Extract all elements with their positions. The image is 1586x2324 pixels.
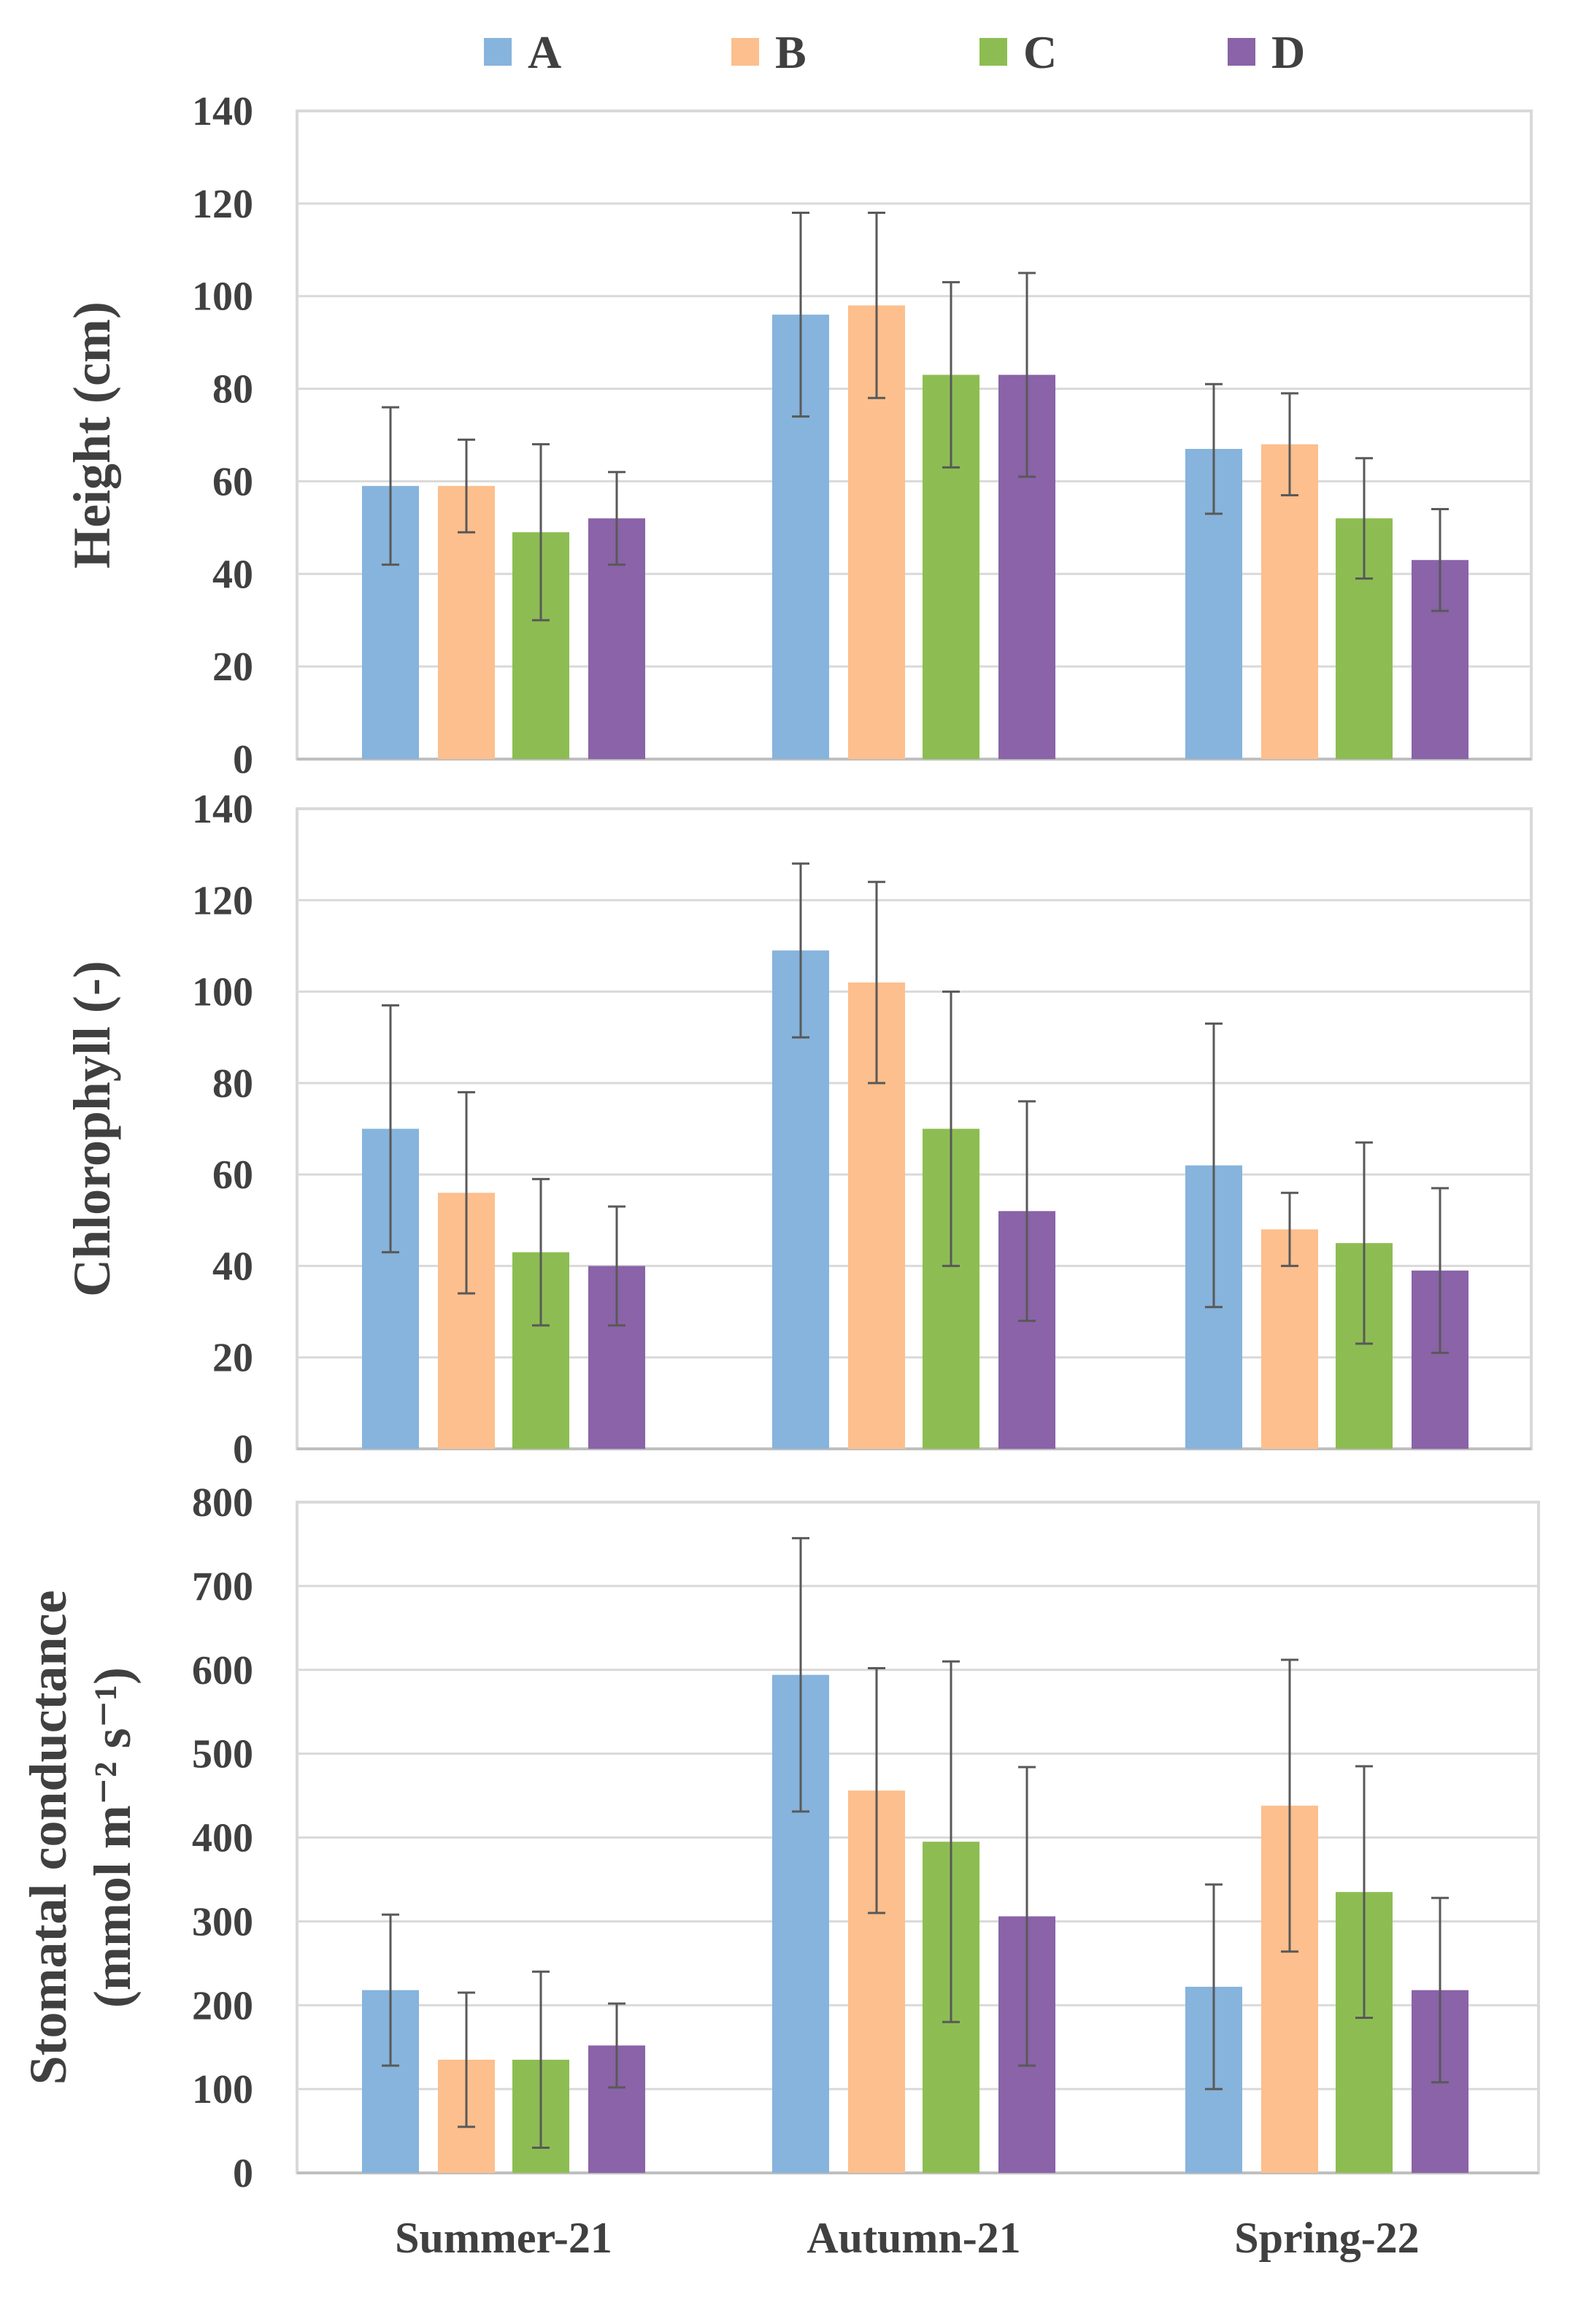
y-axis-label: Stomatal conductance	[19, 1590, 77, 2085]
y-tick-label: 40	[212, 1244, 253, 1289]
y-tick-label: 60	[212, 1153, 253, 1198]
y-tick-label: 700	[192, 1564, 253, 1609]
y-tick-label: 100	[192, 274, 253, 320]
x-tick-label-spring-22: Spring-22	[1234, 2214, 1419, 2262]
legend-label-b: B	[775, 26, 807, 78]
plot-area	[296, 807, 1533, 1450]
legend-label-c: C	[1023, 26, 1057, 78]
y-tick-label: 140	[192, 89, 253, 134]
x-tick-label-summer-21: Summer-21	[395, 2214, 612, 2262]
y-tick-label: 400	[192, 1816, 253, 1861]
y-tick-label: 300	[192, 1899, 253, 1944]
y-tick-label: 80	[212, 367, 253, 412]
y-tick-label: 0	[233, 1427, 253, 1472]
legend-swatch-a	[484, 38, 512, 66]
x-tick-label-autumn-21: Autumn-21	[807, 2214, 1020, 2262]
y-tick-label: 200	[192, 1983, 253, 2028]
y-tick-label: 100	[192, 970, 253, 1015]
y-tick-label: 120	[192, 182, 253, 227]
bar-b-spring-22	[1261, 444, 1318, 759]
y-tick-label: 100	[192, 2067, 253, 2112]
chlorophyll-panel: 0 20 40 60 80 100 120 140 Chlorophyll (-)	[63, 787, 1533, 1472]
y-axis-label: Chlorophyll (-)	[63, 961, 121, 1297]
legend-swatch-b	[731, 38, 759, 66]
plot-area	[296, 109, 1533, 761]
legend: A B C D	[484, 26, 1305, 78]
y-tick-label: 20	[212, 1336, 253, 1381]
legend-swatch-d	[1228, 38, 1255, 66]
y-tick-label: 500	[192, 1732, 253, 1777]
y-axis-label: Height (cm)	[63, 301, 121, 569]
legend-label-d: D	[1271, 26, 1305, 78]
y-tick-label: 0	[233, 737, 253, 782]
y-tick-label: 0	[233, 2151, 253, 2196]
y-tick-label: 120	[192, 878, 253, 923]
legend-swatch-c	[979, 38, 1007, 66]
x-axis-categories: Summer-21 Autumn-21 Spring-22	[395, 2214, 1420, 2262]
stomatal-conductance-panel: 0 100 200 300 400 500 600 700 800 Stomatal conduc…	[19, 1480, 1540, 2196]
height-panel: 0 20 40 60 80 100 120 140 Height (cm)	[63, 89, 1533, 782]
y-tick-label: 600	[192, 1648, 253, 1693]
y-tick-label: 60	[212, 459, 253, 504]
legend-label-a: A	[528, 26, 561, 78]
y-tick-label: 800	[192, 1480, 253, 1525]
y-tick-label: 80	[212, 1061, 253, 1107]
y-tick-label: 20	[212, 645, 253, 690]
y-axis-label: (mmol m⁻² s⁻¹)	[83, 1667, 142, 2008]
y-tick-label: 40	[212, 552, 253, 597]
y-tick-label: 140	[192, 787, 253, 832]
